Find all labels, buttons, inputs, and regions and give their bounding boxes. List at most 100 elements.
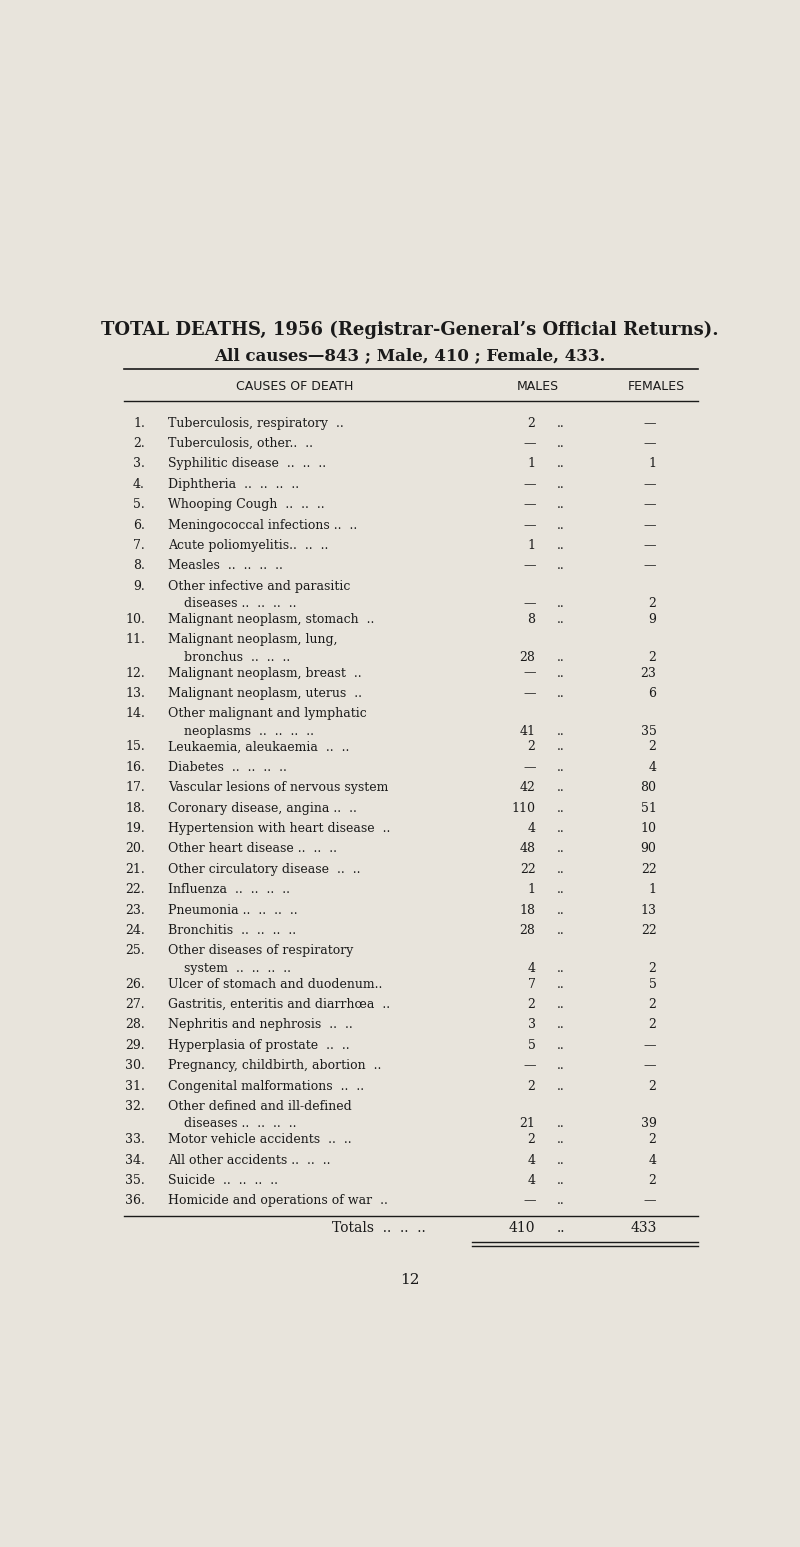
Text: ..: .. [558, 1018, 565, 1032]
Text: 35.: 35. [125, 1174, 145, 1187]
Text: 22.: 22. [126, 883, 145, 896]
Text: —: — [523, 478, 535, 490]
Text: 27.: 27. [126, 998, 145, 1012]
Text: ..: .. [558, 924, 565, 937]
Text: Diphtheria  ..  ..  ..  ..: Diphtheria .. .. .. .. [168, 478, 299, 490]
Text: 1: 1 [527, 458, 535, 470]
Text: 14.: 14. [125, 707, 145, 721]
Text: 2: 2 [649, 998, 657, 1012]
Text: 110: 110 [511, 801, 535, 815]
Text: 17.: 17. [125, 781, 145, 794]
Text: Other heart disease ..  ..  ..: Other heart disease .. .. .. [168, 843, 338, 855]
Text: Ulcer of stomach and duodenum..: Ulcer of stomach and duodenum.. [168, 978, 382, 990]
Text: Hyperplasia of prostate  ..  ..: Hyperplasia of prostate .. .. [168, 1038, 350, 1052]
Text: Other malignant and lymphatic: Other malignant and lymphatic [168, 707, 367, 721]
Text: 8: 8 [527, 613, 535, 627]
Text: 2: 2 [649, 1174, 657, 1187]
Text: 51: 51 [641, 801, 657, 815]
Text: Other infective and parasitic: Other infective and parasitic [168, 580, 350, 593]
Text: 4: 4 [527, 962, 535, 975]
Text: 1: 1 [649, 883, 657, 896]
Text: 5: 5 [649, 978, 657, 990]
Text: diseases ..  ..  ..  ..: diseases .. .. .. .. [168, 597, 297, 610]
Text: 9: 9 [649, 613, 657, 627]
Text: Vascular lesions of nervous system: Vascular lesions of nervous system [168, 781, 389, 794]
Text: ..: .. [558, 687, 565, 699]
Text: 2: 2 [649, 1080, 657, 1092]
Text: 21.: 21. [125, 863, 145, 876]
Text: ..: .. [558, 883, 565, 896]
Text: —: — [644, 478, 657, 490]
Text: 12: 12 [400, 1273, 420, 1287]
Text: 28.: 28. [125, 1018, 145, 1032]
Text: 10.: 10. [125, 613, 145, 627]
Text: 18: 18 [519, 903, 535, 917]
Text: ..: .. [558, 613, 565, 627]
Text: —: — [523, 1060, 535, 1072]
Text: Other defined and ill-defined: Other defined and ill-defined [168, 1100, 352, 1112]
Text: 3: 3 [527, 1018, 535, 1032]
Text: 80: 80 [641, 781, 657, 794]
Text: CAUSES OF DEATH: CAUSES OF DEATH [236, 379, 353, 393]
Text: 42: 42 [520, 781, 535, 794]
Text: 2: 2 [528, 741, 535, 753]
Text: 7: 7 [528, 978, 535, 990]
Text: 12.: 12. [125, 667, 145, 679]
Text: Malignant neoplasm, uterus  ..: Malignant neoplasm, uterus .. [168, 687, 362, 699]
Text: Malignant neoplasm, lung,: Malignant neoplasm, lung, [168, 633, 338, 647]
Text: 24.: 24. [125, 924, 145, 937]
Text: Homicide and operations of war  ..: Homicide and operations of war .. [168, 1194, 388, 1207]
Text: 25.: 25. [126, 945, 145, 958]
Text: 22: 22 [641, 924, 657, 937]
Text: ..: .. [558, 1154, 565, 1166]
Text: Tuberculosis, respiratory  ..: Tuberculosis, respiratory .. [168, 416, 344, 430]
Text: 26.: 26. [125, 978, 145, 990]
Text: bronchus  ..  ..  ..: bronchus .. .. .. [168, 651, 290, 664]
Text: 39: 39 [641, 1117, 657, 1131]
Text: 5: 5 [528, 1038, 535, 1052]
Text: 2: 2 [649, 651, 657, 664]
Text: 2: 2 [528, 998, 535, 1012]
Text: —: — [523, 687, 535, 699]
Text: ..: .. [558, 1132, 565, 1146]
Text: 6: 6 [649, 687, 657, 699]
Text: 10: 10 [641, 821, 657, 835]
Text: Diabetes  ..  ..  ..  ..: Diabetes .. .. .. .. [168, 761, 287, 774]
Text: ..: .. [558, 962, 565, 975]
Text: Tuberculosis, other..  ..: Tuberculosis, other.. .. [168, 438, 314, 450]
Text: 90: 90 [641, 843, 657, 855]
Text: ..: .. [558, 741, 565, 753]
Text: —: — [644, 416, 657, 430]
Text: Leukaemia, aleukaemia  ..  ..: Leukaemia, aleukaemia .. .. [168, 741, 350, 753]
Text: Totals  ..  ..  ..: Totals .. .. .. [333, 1221, 426, 1235]
Text: 4: 4 [649, 761, 657, 774]
Text: Measles  ..  ..  ..  ..: Measles .. .. .. .. [168, 560, 283, 572]
Text: 2: 2 [528, 1080, 535, 1092]
Text: —: — [644, 1194, 657, 1207]
Text: 2: 2 [649, 1018, 657, 1032]
Text: ..: .. [558, 761, 565, 774]
Text: ..: .. [558, 560, 565, 572]
Text: 2.: 2. [133, 438, 145, 450]
Text: All other accidents ..  ..  ..: All other accidents .. .. .. [168, 1154, 330, 1166]
Text: 1: 1 [649, 458, 657, 470]
Text: 29.: 29. [126, 1038, 145, 1052]
Text: 35: 35 [641, 724, 657, 738]
Text: 5.: 5. [133, 498, 145, 511]
Text: 13.: 13. [125, 687, 145, 699]
Text: ..: .. [558, 667, 565, 679]
Text: 18.: 18. [125, 801, 145, 815]
Text: ..: .. [558, 998, 565, 1012]
Text: 2: 2 [528, 1132, 535, 1146]
Text: —: — [644, 560, 657, 572]
Text: —: — [523, 667, 535, 679]
Text: 3.: 3. [133, 458, 145, 470]
Text: 32.: 32. [125, 1100, 145, 1112]
Text: 23: 23 [641, 667, 657, 679]
Text: Nephritis and nephrosis  ..  ..: Nephritis and nephrosis .. .. [168, 1018, 353, 1032]
Text: ..: .. [558, 843, 565, 855]
Text: Motor vehicle accidents  ..  ..: Motor vehicle accidents .. .. [168, 1132, 352, 1146]
Text: ..: .. [558, 597, 565, 610]
Text: 34.: 34. [125, 1154, 145, 1166]
Text: ..: .. [558, 978, 565, 990]
